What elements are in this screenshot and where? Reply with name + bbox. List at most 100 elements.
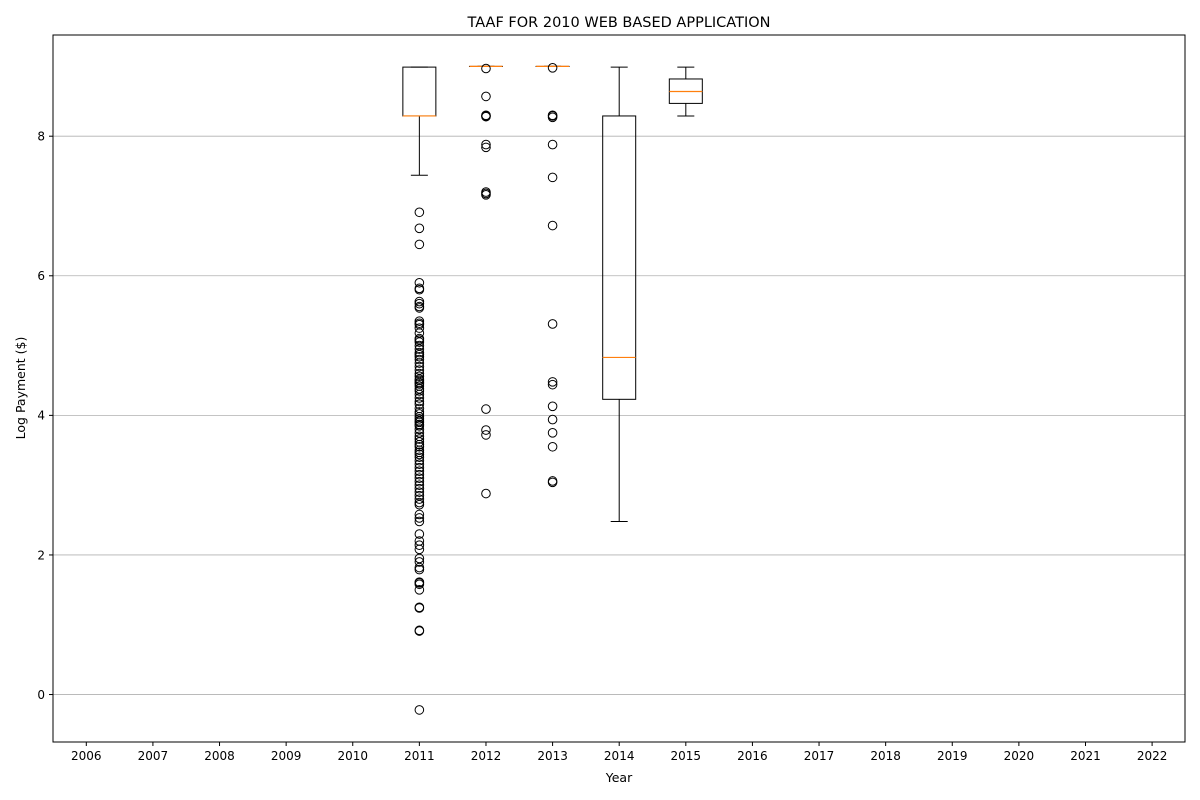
flier-point <box>414 466 425 477</box>
flier-point <box>414 284 425 295</box>
flier-point <box>481 139 491 150</box>
flier-point <box>414 462 425 473</box>
x-tick-label: 2009 <box>271 749 302 763</box>
box-2012 <box>468 63 503 499</box>
flier-point <box>414 349 425 360</box>
box-2013 <box>535 63 570 488</box>
flier-point <box>414 487 425 497</box>
x-axis: 2006 2007 2008 2009 2010 2011 2012 2013 2014 2015… <box>71 742 1167 763</box>
flier-point <box>481 111 491 122</box>
flier-point <box>414 509 425 520</box>
flier-point <box>414 399 425 410</box>
box-2015 <box>668 66 703 117</box>
flier-point <box>414 455 425 466</box>
x-tick-label: 2021 <box>1070 749 1101 763</box>
flier-point <box>414 421 425 431</box>
flier-point <box>414 579 425 590</box>
flier-point <box>414 557 425 567</box>
flier-point <box>414 386 425 396</box>
x-tick-label: 2018 <box>870 749 901 763</box>
flier-point <box>414 562 425 573</box>
flier-point <box>414 441 425 452</box>
flier-point <box>414 449 425 460</box>
flier-point <box>414 358 425 368</box>
flier-point <box>481 488 491 499</box>
box-plots <box>402 63 703 715</box>
flier-point <box>414 469 425 480</box>
x-axis-label: Year <box>605 770 633 785</box>
flier-point <box>414 207 425 218</box>
x-tick-label: 2011 <box>404 749 435 763</box>
flier-point <box>414 223 425 234</box>
flier-point <box>547 172 558 183</box>
flier-point <box>414 298 425 309</box>
flier-point <box>547 220 558 231</box>
flier-point <box>414 277 425 288</box>
flier-point <box>481 91 491 102</box>
flier-point <box>414 705 425 715</box>
flier-point <box>414 303 425 313</box>
x-tick-label: 2012 <box>471 749 502 763</box>
flier-point <box>547 139 558 150</box>
flier-point <box>414 452 425 463</box>
flier-point <box>414 585 425 595</box>
x-tick-label: 2013 <box>537 749 568 763</box>
box-iqr <box>402 66 437 117</box>
flier-point <box>414 424 425 435</box>
flier-point <box>414 351 425 362</box>
y-axis: 0 2 4 6 8 <box>37 129 53 702</box>
flier-point <box>414 494 425 504</box>
x-tick-label: 2015 <box>671 749 702 763</box>
chart-title: TAAF FOR 2010 WEB BASED APPLICATION <box>466 15 770 31</box>
plot-frame <box>52 34 1186 743</box>
flier-point <box>481 190 491 200</box>
y-tick-label: 8 <box>37 129 45 143</box>
x-tick-label: 2017 <box>804 749 835 763</box>
flier-point <box>414 434 425 444</box>
flier-point <box>547 477 558 488</box>
flier-point <box>414 483 425 494</box>
flier-point <box>414 476 425 487</box>
flier-point <box>414 344 425 354</box>
flier-point <box>414 393 425 403</box>
flier-point <box>414 513 425 523</box>
flier-point <box>414 540 425 550</box>
flier-point <box>481 430 491 440</box>
flier-point <box>414 516 425 527</box>
flier-point <box>414 564 425 575</box>
flier-point <box>414 323 425 333</box>
flier-point <box>481 404 491 414</box>
box-iqr <box>602 115 637 400</box>
x-tick-label: 2016 <box>737 749 768 763</box>
flier-point <box>414 337 425 347</box>
flier-point <box>547 112 558 123</box>
flier-point <box>414 480 425 490</box>
x-tick-label: 2008 <box>204 749 235 763</box>
flier-point <box>414 371 425 382</box>
flier-point <box>414 396 425 407</box>
flier-point <box>414 603 425 613</box>
flier-point <box>414 239 425 250</box>
x-tick-label: 2022 <box>1137 749 1168 763</box>
x-tick-label: 2010 <box>337 749 368 763</box>
flier-point <box>414 499 425 510</box>
flier-point <box>481 142 491 153</box>
flier-point <box>414 473 425 483</box>
flier-point <box>547 414 558 425</box>
x-tick-label: 2006 <box>71 749 102 763</box>
y-tick-label: 4 <box>37 409 45 423</box>
flier-point <box>414 529 425 539</box>
flier-point <box>547 441 558 452</box>
flier-point <box>547 428 558 438</box>
x-tick-label: 2014 <box>604 749 635 763</box>
flier-point <box>414 354 425 365</box>
flier-point <box>547 63 558 73</box>
flier-point <box>414 626 425 636</box>
y-axis-label: Log Payment ($) <box>13 337 28 440</box>
flier-point <box>481 63 491 74</box>
flier-point <box>414 389 425 400</box>
y-tick-label: 0 <box>37 688 45 702</box>
flier-point <box>547 401 558 412</box>
flier-point <box>547 319 558 329</box>
